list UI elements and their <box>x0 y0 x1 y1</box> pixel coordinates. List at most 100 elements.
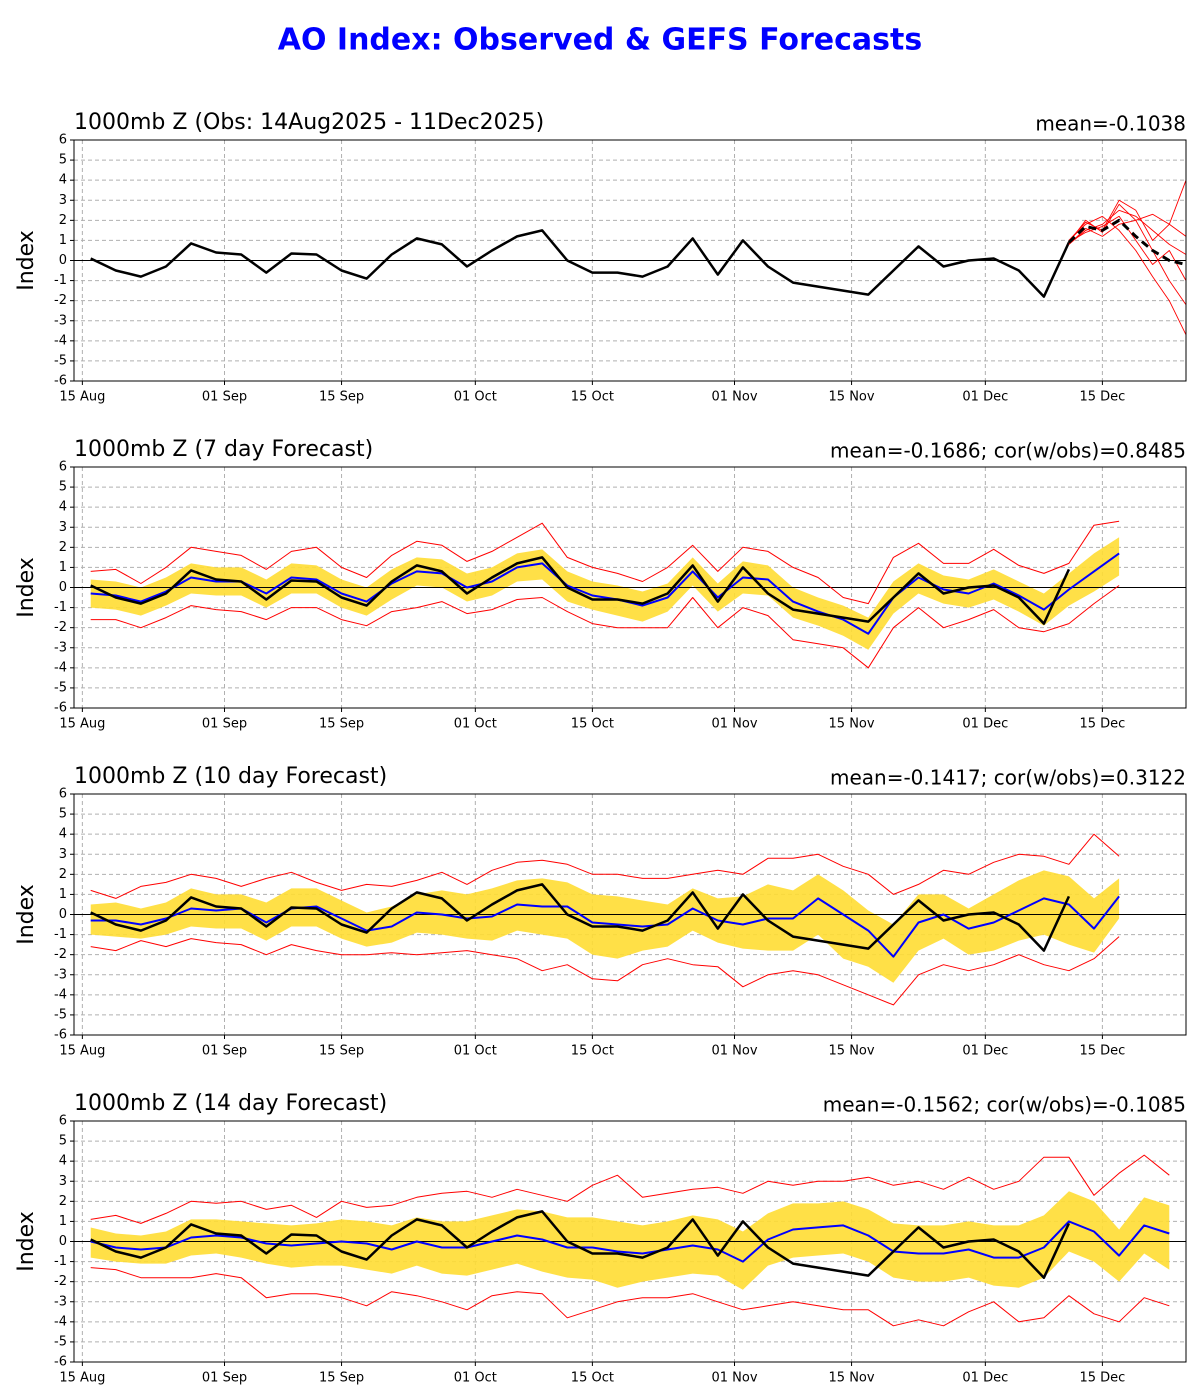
y-tick-label: -3 <box>54 313 67 328</box>
ensemble-member <box>1068 215 1187 335</box>
y-tick-label: -5 <box>54 680 67 695</box>
y-tick-label: 5 <box>59 153 67 168</box>
mean-line <box>90 1220 1170 1263</box>
x-tick-label: 15 Oct <box>571 1044 614 1059</box>
y-tick-label: -6 <box>54 1028 67 1043</box>
x-tick-label: 01 Oct <box>454 717 497 732</box>
y-axis-label: Index <box>14 1211 39 1272</box>
y-tick-label: 6 <box>59 460 67 475</box>
ensemble-member <box>1068 203 1187 305</box>
x-tick-label: 01 Oct <box>454 390 497 405</box>
x-tick-label: 15 Sep <box>319 1044 364 1059</box>
y-axis-label: Index <box>14 230 39 291</box>
y-tick-label: 6 <box>59 133 67 148</box>
x-tick-label: 01 Oct <box>454 1044 497 1059</box>
y-tick-label: -3 <box>54 967 67 982</box>
x-tick-label: 15 Dec <box>1079 717 1125 732</box>
x-tick-label: 15 Oct <box>571 717 614 732</box>
spread-band <box>90 1191 1170 1290</box>
y-tick-label: 3 <box>59 193 67 208</box>
x-tick-label: 15 Nov <box>829 717 875 732</box>
y-tick-label: -1 <box>54 600 67 615</box>
x-tick-label: 01 Sep <box>202 390 247 405</box>
max-line <box>90 520 1120 605</box>
y-tick-label: -1 <box>54 273 67 288</box>
y-tick-label: -5 <box>54 1007 67 1022</box>
min-line <box>90 1267 1170 1327</box>
x-tick-label: 01 Dec <box>962 390 1008 405</box>
y-tick-label: -5 <box>54 1334 67 1349</box>
chart-title: AO Index: Observed & GEFS Forecasts <box>278 23 922 58</box>
y-tick-label: -2 <box>54 293 67 308</box>
y-tick-label: 1 <box>59 887 67 902</box>
y-tick-label: -6 <box>54 1355 67 1370</box>
x-tick-label: 01 Nov <box>711 1044 757 1059</box>
y-tick-label: -2 <box>54 620 67 635</box>
panel-title: 1000mb Z (10 day Forecast) <box>74 764 387 789</box>
panel-title: 1000mb Z (7 day Forecast) <box>74 437 373 462</box>
y-axis-label: Index <box>14 557 39 618</box>
y-tick-label: 1 <box>59 560 67 575</box>
y-tick-label: 2 <box>59 867 67 882</box>
x-tick-label: 15 Oct <box>571 1371 614 1386</box>
y-tick-label: -6 <box>54 701 67 716</box>
y-tick-label: 5 <box>59 807 67 822</box>
mean-line <box>90 552 1120 635</box>
y-tick-label: 3 <box>59 847 67 862</box>
x-tick-label: 15 Dec <box>1079 390 1125 405</box>
y-tick-label: 2 <box>59 213 67 228</box>
x-tick-label: 15 Dec <box>1079 1371 1125 1386</box>
panel-stats: mean=-0.1417; cor(w/obs)=0.3122 <box>830 766 1186 790</box>
ensemble-member <box>1068 213 1187 245</box>
y-tick-label: 4 <box>59 173 67 188</box>
x-tick-label: 15 Dec <box>1079 1044 1125 1059</box>
plot-frame <box>73 793 1187 1036</box>
min-line <box>90 936 1120 1006</box>
x-tick-label: 01 Sep <box>202 1044 247 1059</box>
observed-line <box>90 1210 1071 1279</box>
x-tick-label: 15 Aug <box>59 1371 105 1386</box>
plot-frame <box>73 139 1187 382</box>
y-tick-label: 1 <box>59 1214 67 1229</box>
x-tick-label: 01 Sep <box>202 717 247 732</box>
y-tick-label: -5 <box>54 353 67 368</box>
x-tick-label: 01 Dec <box>962 717 1008 732</box>
y-axis-label: Index <box>14 884 39 945</box>
x-tick-label: 15 Nov <box>829 1371 875 1386</box>
y-tick-label: -4 <box>54 333 67 348</box>
y-tick-label: 4 <box>59 1154 67 1169</box>
y-tick-label: 5 <box>59 480 67 495</box>
max-line <box>90 833 1120 899</box>
y-tick-label: -3 <box>54 640 67 655</box>
panel-stats: mean=-0.1038 <box>1035 112 1186 136</box>
y-tick-label: -4 <box>54 987 67 1002</box>
x-tick-label: 15 Sep <box>319 717 364 732</box>
x-tick-label: 15 Aug <box>59 1044 105 1059</box>
y-tick-label: -4 <box>54 1314 67 1329</box>
y-tick-label: -1 <box>54 1254 67 1269</box>
plot-frame <box>73 466 1187 709</box>
mean-line <box>90 895 1120 958</box>
y-tick-label: -6 <box>54 374 67 389</box>
y-tick-label: -2 <box>54 947 67 962</box>
observed-line <box>90 556 1071 625</box>
y-tick-label: 2 <box>59 1194 67 1209</box>
y-tick-label: 6 <box>59 1114 67 1129</box>
y-tick-label: 6 <box>59 787 67 802</box>
y-tick-label: 0 <box>59 253 67 268</box>
panel-stats: mean=-0.1562; cor(w/obs)=-0.1085 <box>823 1093 1186 1117</box>
y-tick-label: -4 <box>54 660 67 675</box>
y-tick-label: 2 <box>59 540 67 555</box>
y-tick-label: 0 <box>59 580 67 595</box>
x-tick-label: 15 Nov <box>829 1044 875 1059</box>
ensemble-member <box>1068 180 1187 241</box>
y-tick-label: 3 <box>59 520 67 535</box>
panel-title: 1000mb Z (14 day Forecast) <box>74 1091 387 1116</box>
observed-line <box>90 883 1071 952</box>
y-tick-label: 0 <box>59 1234 67 1249</box>
panel-stats: mean=-0.1686; cor(w/obs)=0.8485 <box>830 439 1186 463</box>
plot-frame <box>73 1120 1187 1363</box>
x-tick-label: 15 Aug <box>59 390 105 405</box>
y-tick-label: -1 <box>54 927 67 942</box>
